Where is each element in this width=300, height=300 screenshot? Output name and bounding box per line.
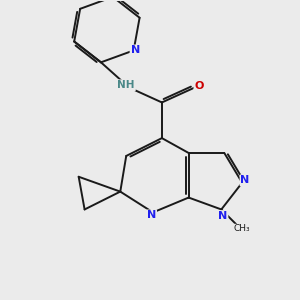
Text: N: N (147, 210, 156, 220)
Text: N: N (130, 45, 140, 56)
Text: N: N (218, 211, 227, 221)
Text: O: O (194, 81, 204, 91)
Text: N: N (241, 175, 250, 185)
Text: NH: NH (118, 80, 135, 90)
Text: CH₃: CH₃ (234, 224, 250, 233)
